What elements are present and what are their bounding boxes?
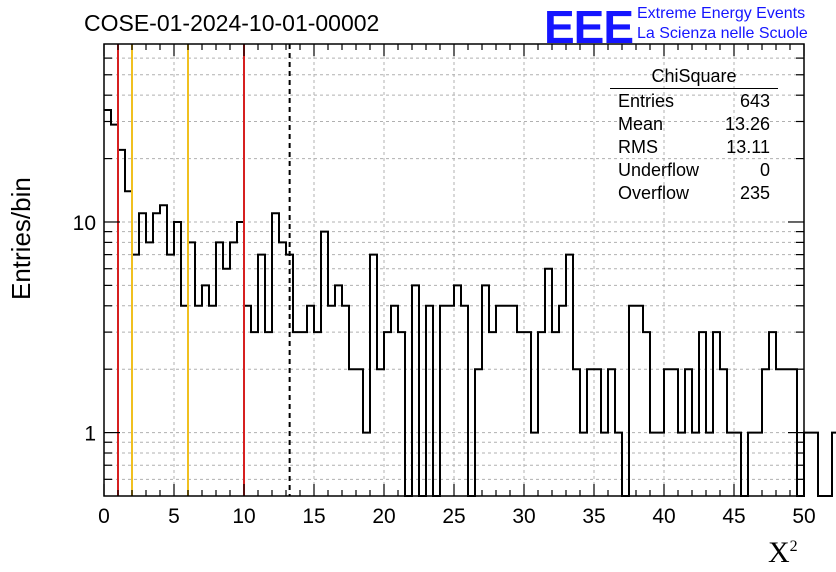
eee-logo: EEE (544, 1, 634, 53)
logo-line-1: Extreme Energy Events (637, 5, 806, 22)
x-axis-label-base: X (768, 536, 790, 569)
logo-caption: Extreme Energy Events La Scienza nelle S… (637, 4, 808, 44)
x-tick-label: 0 (98, 505, 110, 528)
stats-value: 643 (739, 91, 770, 111)
stats-row: Underflow 0 (610, 159, 778, 182)
logo-line-2: La Scienza nelle Scuole (637, 25, 808, 42)
chart-title: COSE-01-2024-10-01-00002 (84, 10, 380, 36)
x-axis-label: X2 (768, 536, 798, 570)
stats-box: ChiSquare Entries 643 Mean 13.26 RMS 13.11 … (610, 66, 778, 205)
stats-value: 235 (739, 183, 770, 203)
histogram-series (104, 109, 836, 497)
stats-row: Entries 643 (610, 90, 778, 113)
x-tick-label: 20 (372, 505, 395, 528)
x-tick-label: 15 (302, 505, 325, 528)
stats-row: Overflow 235 (610, 182, 778, 205)
stats-label: RMS (618, 137, 658, 157)
x-tick-label: 50 (792, 505, 815, 528)
stats-row: RMS 13.11 (610, 136, 778, 159)
stats-row: Mean 13.26 (610, 113, 778, 136)
stats-label: Underflow (618, 160, 700, 180)
x-tick-label: 30 (512, 505, 535, 528)
stats-value: 0 (759, 160, 770, 180)
x-tick-label: 40 (652, 505, 675, 528)
y-axis-label: Entries/bin (6, 177, 37, 300)
stats-value: 13.26 (724, 114, 770, 134)
stats-label: Mean (618, 114, 664, 134)
stats-label: Overflow (618, 183, 690, 203)
stats-label: Entries (618, 91, 675, 111)
x-tick-label: 5 (168, 505, 180, 528)
x-tick-label: 25 (442, 505, 465, 528)
y-tick-label: 1 (84, 423, 96, 446)
y-tick-label: 10 (73, 212, 96, 235)
stats-title: ChiSquare (610, 66, 778, 89)
x-axis-label-sup: 2 (789, 538, 798, 555)
y-axis-label-text: Entries/bin (6, 177, 36, 300)
x-tick-label: 10 (232, 505, 255, 528)
stats-value: 13.11 (726, 137, 770, 157)
x-tick-label: 45 (722, 505, 745, 528)
x-tick-label: 35 (582, 505, 605, 528)
